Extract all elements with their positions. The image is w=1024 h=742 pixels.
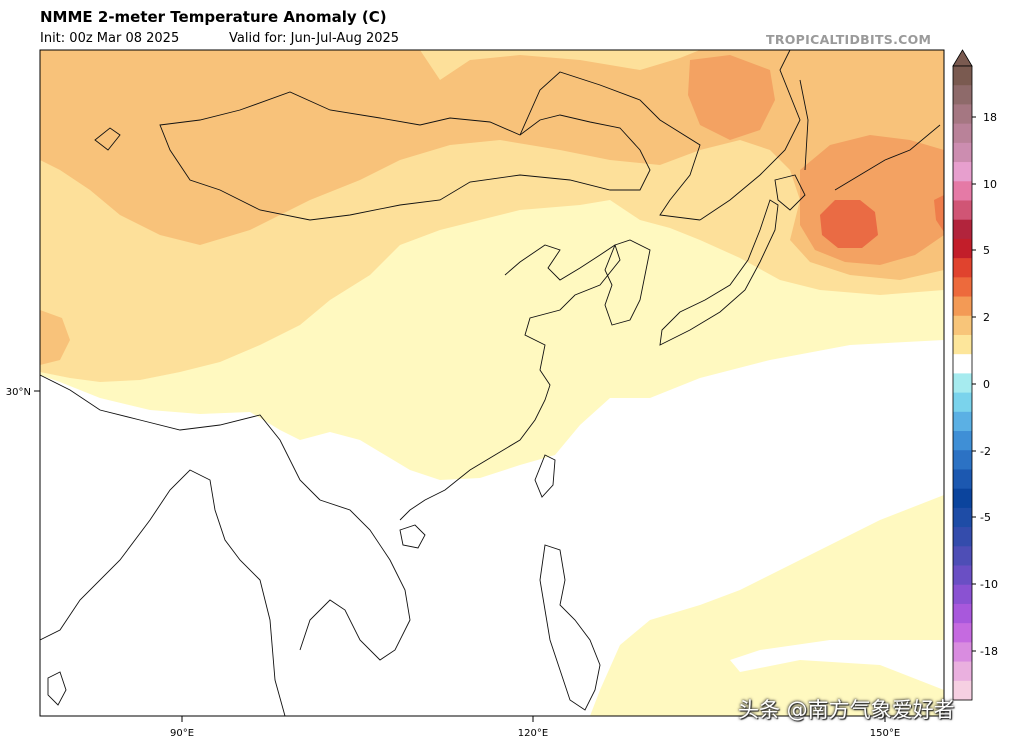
colorbar-swatch: [953, 661, 972, 682]
colorbar-swatch: [953, 584, 972, 605]
map-frame: [39, 49, 945, 717]
lon-label-150e: 150°E: [870, 728, 900, 739]
colorbar-swatch: [953, 603, 972, 624]
japan-coastline: [659, 199, 779, 346]
colorbar-swatch: [953, 258, 972, 278]
colorbar-swatch: [953, 642, 972, 662]
init-time: Init: 00z Mar 08 2025: [40, 31, 180, 46]
lat-label-30n: 30°N: [6, 387, 31, 398]
colorbar-swatch: [953, 392, 972, 413]
colorbar-swatch: [953, 123, 972, 144]
colorbar-swatch: [953, 450, 972, 470]
colorbar-swatch: [953, 507, 972, 528]
russia-east-coastline: [699, 50, 801, 221]
china-coastline: [399, 244, 621, 521]
cbar-label-5: 5: [983, 244, 990, 257]
cbar-label-neg18: -18: [980, 645, 998, 658]
anomaly-hotspot: [820, 200, 878, 248]
sri-lanka-coastline: [47, 671, 67, 706]
balkhash-coastline: [94, 127, 121, 151]
colorbar-swatch: [953, 469, 972, 490]
anomaly-hotspot-edge: [934, 195, 944, 232]
indochina-coastline: [299, 499, 411, 661]
colorbar-frame: [952, 65, 973, 701]
colorbar-swatch: [953, 315, 972, 336]
chart-title: NMME 2-meter Temperature Anomaly (C): [40, 8, 387, 26]
colorbar-swatch: [953, 546, 972, 566]
philippines-coastline: [539, 544, 601, 711]
sakhalin-coastline: [799, 79, 809, 171]
colorbar-labels: 18 10 5 2 0 -2 -5 -10 -18: [980, 111, 998, 658]
india-coastline: [40, 469, 286, 716]
colorbar-swatch: [953, 181, 972, 201]
colorbar-swatch: [953, 334, 972, 355]
lon-label-90e: 90°E: [170, 728, 194, 739]
colorbar-swatch: [953, 238, 972, 259]
kuril-islands: [834, 124, 941, 191]
source-brand: TROPICALTIDBITS.COM: [766, 32, 932, 47]
colorbar-swatch: [953, 411, 972, 432]
himalaya-border: [40, 374, 321, 501]
cbar-label-0: 0: [983, 378, 990, 391]
colorbar-swatch: [953, 219, 972, 240]
valid-period: Valid for: Jun-Jul-Aug 2025: [229, 31, 400, 46]
mongolia-border: [159, 91, 651, 221]
colorbar-swatch: [953, 488, 972, 509]
colorbar-swatch: [953, 142, 972, 163]
colorbar-swatch: [953, 680, 972, 701]
colorbar-swatch: [953, 431, 972, 451]
colorbar-swatch: [953, 296, 972, 317]
colorbar-swatch: [953, 373, 972, 393]
colorbar-swatch: [953, 623, 972, 643]
colorbar-swatch: [953, 277, 972, 297]
taiwan-coastline: [534, 454, 556, 498]
coastlines: [40, 50, 941, 716]
colorbar-swatch: [953, 66, 972, 86]
cbar-label-neg5: -5: [980, 511, 991, 524]
anomaly-band-hot-northeast: [688, 55, 775, 140]
lon-label-120e: 120°E: [518, 728, 548, 739]
heilongjiang-border: [519, 71, 701, 221]
colorbar-swatch: [953, 354, 972, 374]
anomaly-band-warm-west: [40, 310, 70, 365]
hokkaido-coastline: [774, 174, 806, 211]
cbar-label-10: 10: [983, 178, 997, 191]
colorbar-swatch: [953, 162, 972, 182]
anomaly-band-light-south: [590, 495, 944, 716]
anomaly-band-hot-pacific: [800, 135, 944, 265]
colorbar-swatch: [953, 200, 972, 221]
cbar-label-18: 18: [983, 111, 997, 124]
hainan-coastline: [399, 524, 426, 549]
cbar-label-neg10: -10: [980, 578, 998, 591]
anomaly-field: [40, 50, 944, 716]
cbar-label-neg2: -2: [980, 445, 991, 458]
colorbar-extend-arrow: [952, 49, 973, 67]
colorbar-swatch: [953, 527, 972, 547]
colorbar-swatch: [953, 85, 972, 105]
cbar-label-2: 2: [983, 311, 990, 324]
watermark-text: 头条 @南方气象爱好者: [738, 698, 955, 722]
colorbar-swatch: [953, 565, 972, 586]
colorbar-swatch: [953, 104, 972, 125]
colorbar: [952, 49, 976, 701]
korea-coastline: [604, 239, 651, 326]
